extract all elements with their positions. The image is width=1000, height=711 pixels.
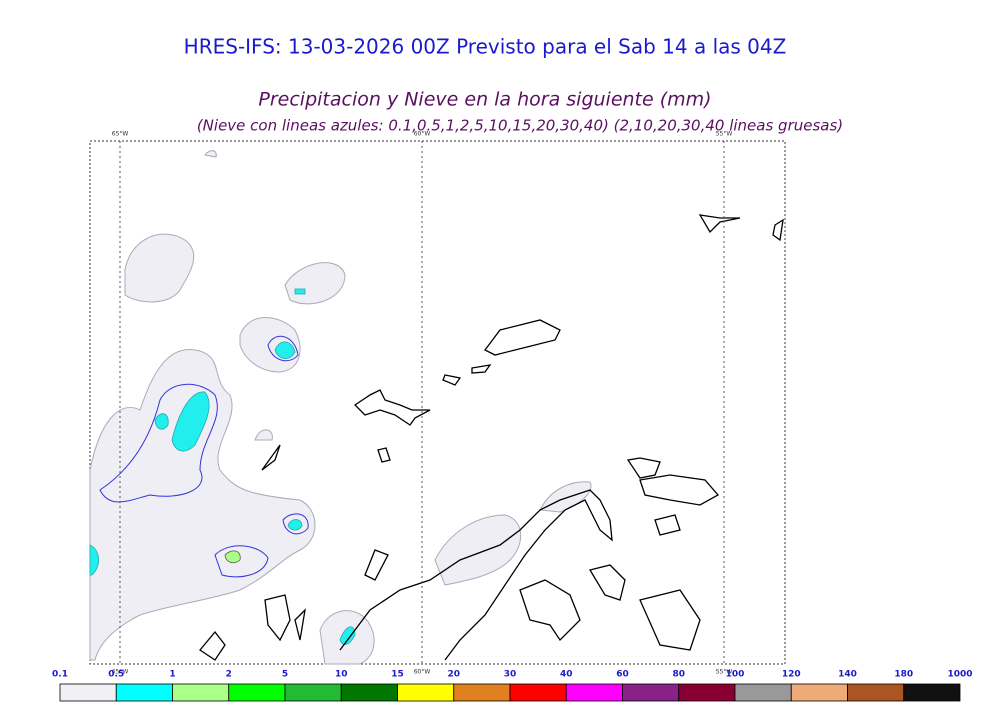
colorbar-label: 180 <box>894 670 913 680</box>
colorbar-label: 30 <box>504 670 517 680</box>
colorbar-label: 1 <box>169 670 175 680</box>
meridians <box>119 141 725 664</box>
precip-areas <box>89 150 592 665</box>
colorbar-label: 10 <box>335 670 348 680</box>
colorbar-swatch <box>622 683 680 702</box>
colorbar-swatch <box>228 683 286 702</box>
colorbar-label: 20 <box>447 670 460 680</box>
map: 65°W 60°W 55°W 65°W 60°W 55°W <box>89 131 786 676</box>
colorbar-swatch <box>903 683 961 702</box>
colorbar-label: 0.1 <box>52 670 68 680</box>
colorbar-swatch <box>115 683 173 702</box>
colorbar-label: 5 <box>282 670 288 680</box>
colorbar-swatch <box>790 683 848 702</box>
colorbar-label: 1000 <box>947 670 972 680</box>
lon-label: 55°W <box>716 131 733 138</box>
colorbar-swatch <box>59 683 117 702</box>
colorbar-label: 2 <box>226 670 232 680</box>
coastlines <box>199 214 784 661</box>
colorbar-swatch <box>172 683 230 702</box>
colorbar-label: 60 <box>616 670 629 680</box>
lon-label: 65°W <box>112 131 129 138</box>
colorbar-swatch <box>453 683 511 702</box>
colorbar-label: 140 <box>838 670 857 680</box>
colorbar: 0.1 0.5 1 2 5 10 15 20 30 40 60 80 100 120 140 180 1000 <box>52 670 973 702</box>
lon-label: 60°W <box>414 669 431 676</box>
lon-label: 60°W <box>414 131 431 138</box>
colorbar-swatch <box>565 683 623 702</box>
colorbar-label: 40 <box>560 670 573 680</box>
colorbar-swatch <box>397 683 455 702</box>
colorbar-swatch <box>284 683 342 702</box>
note: (Nieve con lineas azules: 0.1,0.5,1,2,5,… <box>197 117 843 135</box>
colorbar-swatch <box>847 683 905 702</box>
colorbar-label: 80 <box>672 670 685 680</box>
lon-labels: 65°W 60°W 55°W 65°W 60°W 55°W <box>112 131 733 676</box>
colorbar-swatch <box>678 683 736 702</box>
lon-label: 55°W <box>716 669 733 676</box>
colorbar-label: 120 <box>782 670 801 680</box>
title: HRES-IFS: 13-03-2026 00Z Previsto para e… <box>184 35 787 59</box>
colorbar-swatch <box>734 683 792 702</box>
colorbar-swatch <box>340 683 398 702</box>
colorbar-label: 15 <box>391 670 404 680</box>
colorbar-label: 0.5 <box>108 670 124 680</box>
colorbar-label: 100 <box>726 670 745 680</box>
colorbar-swatch <box>509 683 567 702</box>
lon-label: 65°W <box>112 669 129 676</box>
subtitle: Precipitacion y Nieve en la hora siguien… <box>258 89 711 111</box>
